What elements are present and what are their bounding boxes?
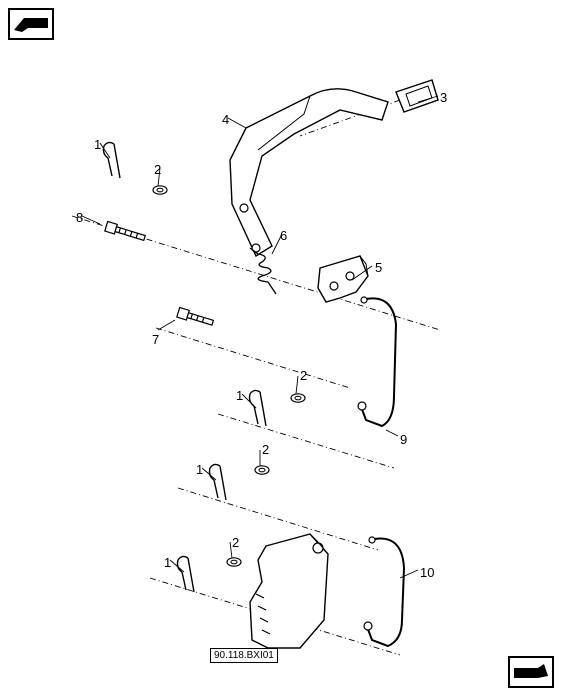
callout-1: 1 [164,555,171,570]
callout-4: 4 [222,112,229,127]
callout-7: 7 [152,332,159,347]
exploded-view [0,0,566,700]
callout-1: 1 [236,388,243,403]
callout-3: 3 [440,90,447,105]
diagram-canvas: 12843657129121210 90.118.BXI01 [0,0,566,700]
callout-9: 9 [400,432,407,447]
part-spring [250,248,276,294]
part-knob [396,80,438,112]
callout-2: 2 [300,368,307,383]
assembly-axes [72,100,440,655]
callout-6: 6 [280,228,287,243]
leader-lines [82,96,438,578]
part-plate [318,256,368,302]
part-bracket [250,534,328,648]
part-bolt-8 [105,221,146,242]
callout-10: 10 [420,565,434,580]
callout-2: 2 [262,442,269,457]
callout-5: 5 [375,260,382,275]
callout-2: 2 [232,535,239,550]
callout-1: 1 [196,462,203,477]
part-bolt-7 [177,307,214,327]
callout-2: 2 [154,162,161,177]
part-rod-9 [358,297,396,426]
part-lever [230,89,388,256]
callout-1: 1 [94,137,101,152]
reference-box: 90.118.BXI01 [210,648,278,663]
part-rod-10 [364,537,404,646]
callout-8: 8 [76,210,83,225]
